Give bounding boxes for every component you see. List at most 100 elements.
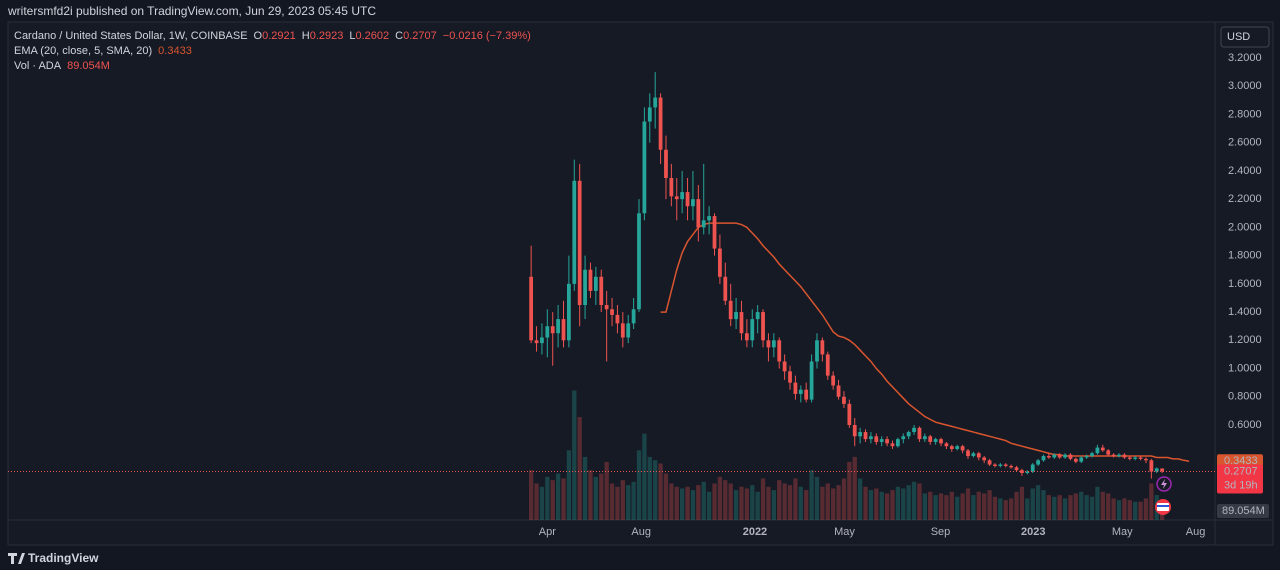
candle-body [1003,464,1008,466]
candle-body [960,446,965,451]
y-tick-label: 2.0000 [1228,221,1262,233]
volume-bar [831,488,836,520]
candle-body [642,121,647,214]
candle-body [971,453,976,457]
candle-body [685,192,690,207]
volume-bar [706,491,712,520]
brand-name[interactable]: TradingView [28,551,99,565]
volume-bar [572,390,577,520]
brand[interactable]: TradingView [8,551,99,565]
volume-bar [545,476,550,520]
volume-bar [906,485,911,520]
candle-body [615,314,620,324]
volume-bar [960,493,965,520]
volume-bar [588,470,593,520]
candle-body [561,319,566,341]
volume-bar [804,490,809,520]
volume-bar [1046,495,1052,520]
volume-bar [1100,491,1105,520]
candle-body [583,269,587,306]
volume-bar [653,460,658,520]
volume-bar [1041,490,1046,520]
volume-bar [982,493,987,520]
volume-bar [750,485,755,520]
volume-bar [787,485,793,520]
volume-bar [1111,498,1116,520]
volume-bar [1095,486,1100,520]
candle-body [1036,460,1040,465]
candle-body [680,192,685,200]
volume-bar [685,486,690,520]
candle-body [626,323,631,338]
candle-body [572,180,577,284]
candle-body [815,340,819,362]
y-tick-label: 1.0000 [1228,362,1262,374]
last-price-label: 0.2707 [1224,465,1258,477]
candle-body [761,312,765,341]
volume-bar [1149,483,1154,520]
candle-body [906,432,911,437]
x-tick-label: 2023 [1021,526,1045,538]
currency-button[interactable]: USD [1220,26,1270,48]
candle-body [658,97,663,150]
plot-area [8,72,1215,520]
candle-body [836,385,841,397]
volume-bar [1062,498,1068,520]
y-tick-label: 3.2000 [1228,52,1262,64]
volume-bar [777,480,782,520]
volume-bar [696,485,701,520]
volume-bar [663,473,669,520]
volume-value: 89.054M [67,60,110,72]
currency-label[interactable]: USD [1227,31,1250,43]
ema-line [660,222,1190,462]
x-tick-label: Aug [631,526,651,538]
volume-bar [604,461,609,520]
candle-body [1127,457,1132,459]
volume-bar [1052,496,1057,520]
volume-bar [1019,486,1025,520]
c-key: C [395,30,403,42]
candle-body [691,199,695,207]
candle-body [820,340,825,355]
y-tick-label: 0.8000 [1228,391,1262,403]
candle-body [588,269,593,291]
volume-bar [1030,488,1035,520]
candle-body [750,319,755,341]
currency-box[interactable] [1220,26,1270,48]
y-tick-label: 1.8000 [1228,250,1262,262]
volume-bar [998,498,1003,520]
candle-body [1122,454,1127,458]
candle-body [653,97,658,108]
candle-body [550,326,555,334]
candle-body [1068,454,1073,459]
publisher-line: writersmfd2i published on TradingView.co… [7,4,376,18]
x-tick-label: May [834,526,855,538]
volume-bar [723,480,728,520]
volume-bar [642,433,647,520]
candle-body [631,309,636,324]
volume-bar [825,483,830,520]
volume-bar [965,488,971,520]
volume-bar [814,476,820,520]
event-icons[interactable] [1155,476,1172,515]
candle-body [879,439,884,442]
candle-body [804,389,809,400]
candle-body [545,326,550,338]
candle-body [610,309,614,315]
volume-price-box [1217,504,1269,518]
volume-bar [992,496,998,520]
countdown-label: 3d 19h [1224,479,1258,491]
volume-bar [955,496,960,520]
l-value: 0.2602 [356,30,390,42]
y-tick-label: 2.8000 [1228,108,1262,120]
volume-bar [1138,501,1143,520]
candle-body [1020,470,1024,473]
volume-bar [620,480,625,520]
x-tick-label: May [1112,526,1133,538]
volume-bar [528,470,534,520]
brand-logo[interactable] [8,553,25,564]
volume-bar [868,490,874,520]
y-tick-label: 2.6000 [1228,137,1262,149]
volume-bar [917,483,922,520]
